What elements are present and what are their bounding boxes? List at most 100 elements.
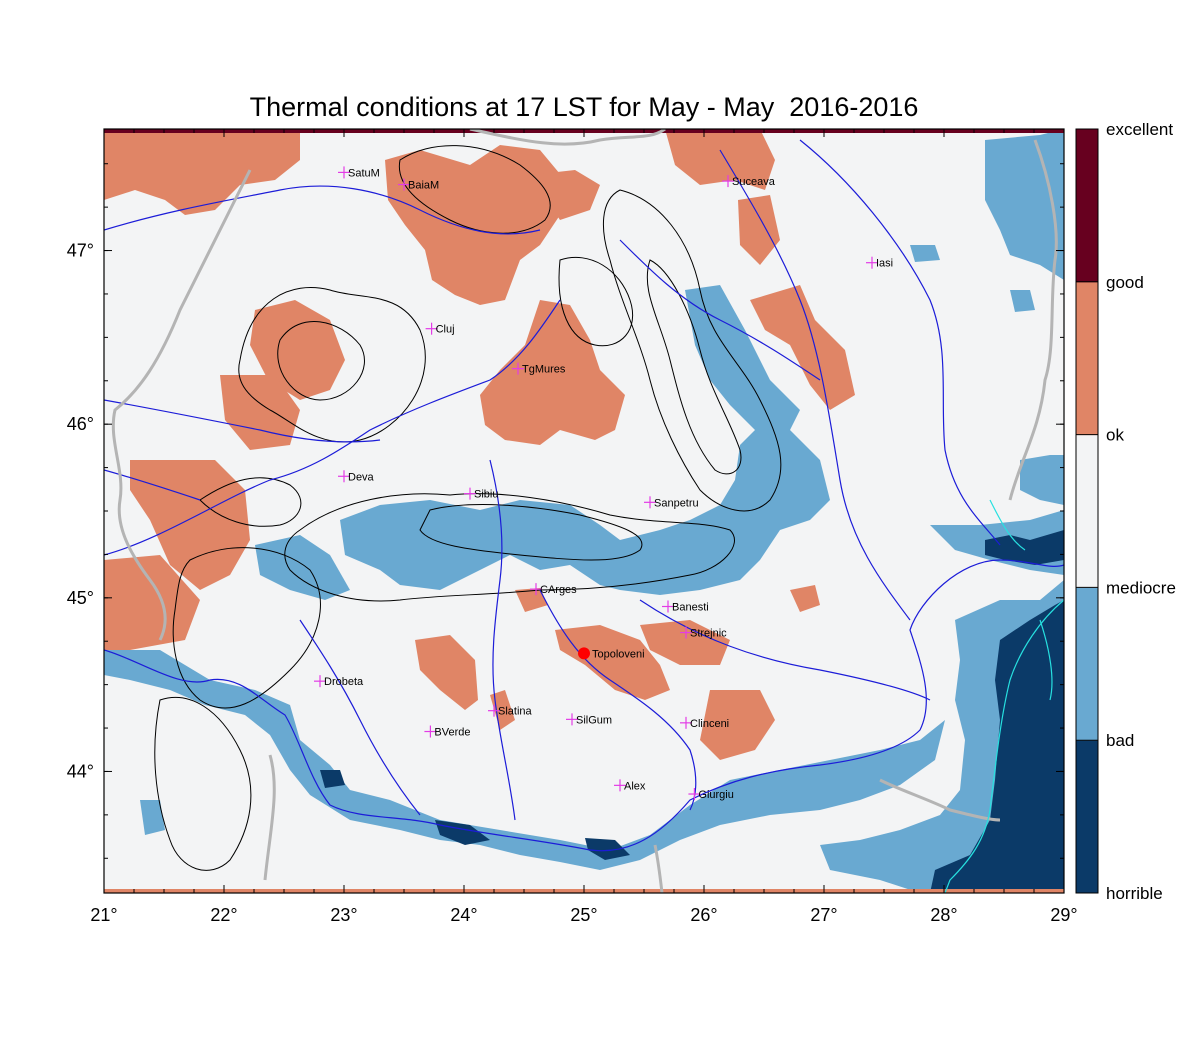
station-tgmures: TgMures xyxy=(512,362,566,376)
legend-band-ok xyxy=(1076,281,1098,436)
lon-tick-label: 25° xyxy=(570,905,597,925)
river-danube xyxy=(104,559,1064,852)
station-cluj: Cluj xyxy=(425,322,455,336)
station-drobeta: Drobeta xyxy=(314,675,364,688)
station-label: Drobeta xyxy=(324,676,364,688)
contour-west xyxy=(199,477,302,527)
horrible-area-danube-3 xyxy=(320,770,345,788)
station-suceava: Suceava xyxy=(722,175,776,188)
contour-fagaras xyxy=(419,504,643,561)
map-background xyxy=(104,129,1064,893)
station-label: Iasi xyxy=(876,258,893,270)
station-strejnic: Strejnic xyxy=(680,626,727,640)
river-jiu xyxy=(299,619,421,816)
ok-area-cluj-south xyxy=(220,375,300,450)
legend-band-mediocre xyxy=(1076,434,1098,588)
ok-area-west-edge xyxy=(104,555,200,660)
country-borders xyxy=(111,129,1058,893)
station-label: Suceava xyxy=(732,176,776,188)
legend-label-mediocre: mediocre xyxy=(1106,578,1176,597)
station-label: Clinceni xyxy=(690,718,729,730)
station-label: Alex xyxy=(624,780,646,792)
horrible-class-areas xyxy=(320,530,1064,893)
border-west xyxy=(111,169,252,641)
legend-band-bad xyxy=(1076,587,1098,741)
lake-delta xyxy=(989,499,1026,551)
station-label: Slatina xyxy=(498,706,533,718)
lat-tick-label: 47° xyxy=(67,241,94,261)
axis-ticks xyxy=(103,129,1065,893)
map-title: Thermal conditions at 17 LST for May - M… xyxy=(249,92,919,122)
bad-area-carpathians-south xyxy=(340,425,830,595)
station-topoloveni: Topoloveni xyxy=(578,647,645,660)
legend-label-ok: ok xyxy=(1106,426,1124,445)
border-southwest xyxy=(263,754,276,881)
station-label: Topoloveni xyxy=(592,648,645,660)
station-silgum: SilGum xyxy=(566,713,612,726)
lon-tick-label: 28° xyxy=(930,905,957,925)
rivers xyxy=(104,139,1064,852)
legend-label-horrible: horrible xyxy=(1106,884,1163,903)
contour-mehedinti xyxy=(154,696,252,871)
ok-area-west xyxy=(130,460,250,590)
station-label: Banesti xyxy=(672,602,709,614)
highlight-station-dot-icon xyxy=(578,647,590,660)
coastline-lakes xyxy=(944,499,1064,893)
legend-band-good xyxy=(1076,129,1098,283)
station-label: Cluj xyxy=(436,324,455,336)
lon-tick-label: 23° xyxy=(330,905,357,925)
lon-tick-label: 24° xyxy=(450,905,477,925)
station-label: Sibiu xyxy=(474,489,498,501)
station-iasi: Iasi xyxy=(866,256,893,270)
station-label: Giurgiu xyxy=(698,789,733,801)
ok-area-tgmures xyxy=(480,300,625,445)
legend-band-horrible xyxy=(1076,740,1098,894)
lat-tick-label: 45° xyxy=(67,588,94,608)
legend-label-good: good xyxy=(1106,273,1144,292)
river-danube-upper xyxy=(104,469,201,501)
ok-area-topoloveni xyxy=(555,625,670,700)
bad-area-danube-west xyxy=(104,650,945,870)
river-bistrita xyxy=(619,239,821,381)
legend-label-excellent: excellent xyxy=(1106,120,1173,139)
bad-area-west-river xyxy=(140,800,165,835)
bad-area-small xyxy=(910,245,940,262)
contour-east-inner xyxy=(646,259,742,475)
bad-area-carpathians-east xyxy=(685,285,800,440)
ok-area-strejnic xyxy=(640,620,730,665)
station-label: CArges xyxy=(540,584,577,596)
bad-area-east-plain xyxy=(1020,455,1064,505)
ok-area-east xyxy=(790,585,820,612)
lon-tick-label: 26° xyxy=(690,905,717,925)
horrible-area-coast xyxy=(930,600,1064,893)
ok-area-olt xyxy=(415,635,478,710)
lon-tick-label: 27° xyxy=(810,905,837,925)
station-baiam: BaiaM xyxy=(398,178,439,192)
station-sibiu: Sibiu xyxy=(464,487,498,501)
river-siret xyxy=(719,149,911,621)
river-somes xyxy=(104,185,541,235)
station-label: BaiaM xyxy=(408,180,439,192)
bad-area-east-edge xyxy=(1010,290,1035,312)
legend-label-bad: bad xyxy=(1106,731,1134,750)
station-label: TgMures xyxy=(522,364,566,376)
station-label: Deva xyxy=(348,471,375,483)
station-label: BVerde xyxy=(434,727,470,739)
lon-tick-label: 29° xyxy=(1050,905,1077,925)
river-olt xyxy=(489,459,516,821)
contour-east-carpathians xyxy=(602,189,782,512)
station-carges: CArges xyxy=(530,583,577,596)
legend: excellent good ok mediocre bad horrible xyxy=(1075,120,1176,903)
ok-class-areas xyxy=(104,129,855,760)
station-label: SilGum xyxy=(576,714,612,726)
lake-lagoon xyxy=(1039,619,1053,701)
station-bverde: BVerde xyxy=(424,725,470,739)
ok-area-suceava-south xyxy=(738,195,780,265)
lat-tick-label: 44° xyxy=(67,761,94,781)
station-deva: Deva xyxy=(338,470,375,483)
ok-area-suceava xyxy=(665,129,775,190)
station-giurgiu: Giurgiu xyxy=(688,788,734,801)
station-clinceni: Clinceni xyxy=(680,716,729,730)
lon-tick-label: 22° xyxy=(210,905,237,925)
